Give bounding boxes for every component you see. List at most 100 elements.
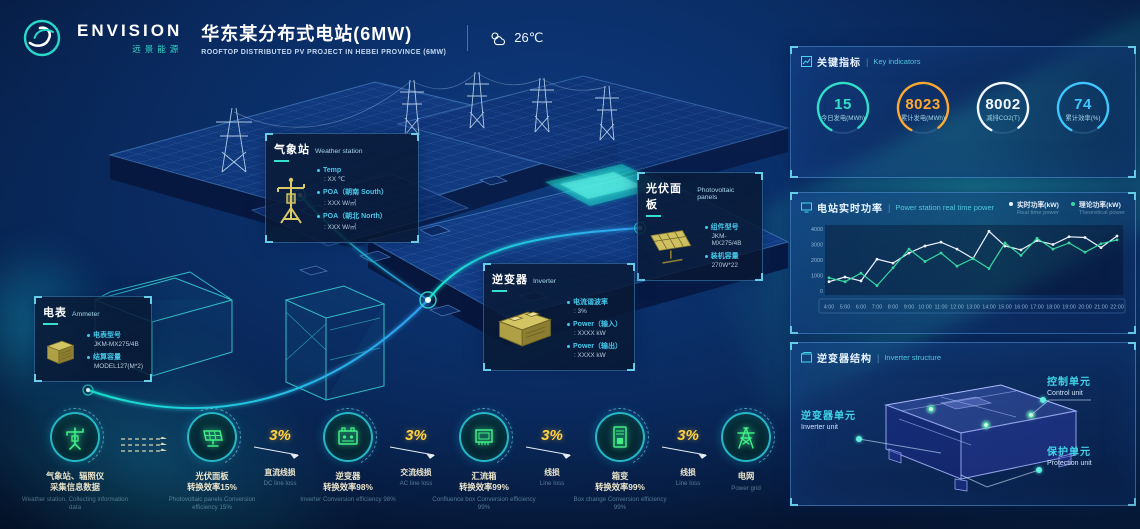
legend-theoretical-power[interactable]: 理论功率(kW) Theoretical power [1070,199,1125,216]
callout-inverter[interactable]: 逆变器 Inverter 电流谐波率 : 3% Power（输入） : XXXX… [483,263,635,371]
kpi-value: 8002 [985,96,1021,113]
legend-real-time-power[interactable]: 实时功率(kW) Real time power [1009,199,1059,216]
callout-weather-station[interactable]: 气象站 Weather station Temp : XX ℃ POA（朝南 S… [265,133,419,243]
flow-label-cn: 汇流箱 [471,471,497,481]
svg-text:15:00: 15:00 [998,305,1012,311]
flow-label-cn: 采集信息数据 [50,481,100,492]
flow-label-cn: 电网 [737,471,755,481]
svg-text:17:00: 17:00 [1030,305,1044,311]
svg-text:21:00: 21:00 [1094,305,1108,311]
svg-text:22:00: 22:00 [1110,305,1124,311]
realtime-power-panel: 电站实时功率 | Power station real time power 实… [790,192,1136,334]
list-item: 电表型号 JKM-MX275/4B [86,330,143,348]
callout-pv-panels[interactable]: 光伏面板 Photovoltaic panels 组件型号 JKM-MX275/… [637,172,763,281]
bullet-icon [704,254,708,258]
flow-label-cn: 转换效率15% [187,481,237,492]
flow-triple-arrow [120,412,172,512]
chart-icon [801,56,812,67]
flow-arrow-line-loss-2: 3% 线损 Line loss [660,412,716,512]
panel-title-cn: 关键指标 [817,58,861,69]
corner-bracket [411,133,419,141]
envision-logo-icon [23,19,61,57]
kpi-daily-generation: 15 今日发电(MWh) [810,79,876,137]
corner-bracket [483,263,491,271]
weather-station-3d-icon [277,177,305,224]
svg-text:12:00: 12:00 [950,305,964,311]
callout-title-en: Photovoltaic panels [697,187,735,201]
kpi-label: 减排CO2(T) [986,115,1020,122]
flow-label-cn: 气象站、辐照仪 [45,471,105,481]
list-item: Temp : XX ℃ [317,167,388,183]
flow-step-power-grid: 电网 Power grid [716,412,776,512]
corner-bracket [34,374,42,382]
callout-title-cn: 气象站 [274,144,310,156]
chart-legend: 实时功率(kW) Real time power 理论功率(kW) Theore… [1009,199,1125,216]
callout-ammeter[interactable]: 电表 Ammeter 电表型号 JKM-MX275/4B 结算容量 MODEL1… [34,296,152,382]
bullet-icon [86,355,90,359]
flow-label-en: Power grid [731,484,761,492]
flow-label-cn: 光伏面板 [195,471,229,481]
page-subtitle: ROOFTOP DISTRIBUTED PV PROJECT IN HEBEI … [201,49,447,56]
svg-text:11:00: 11:00 [934,305,947,311]
flow-label-cn: 转换效率99% [595,481,645,492]
flow-arrow-ac-loss: 3% 交流线损 AC line loss [388,412,444,512]
loss-label-cn: 直流线损 [264,468,296,477]
combiner-box-icon [475,429,493,445]
inverter-structure-panel: 逆变器结构 | Inverter structure [790,342,1136,506]
flow-step-pv-panels: 光伏面板 转换效率15% Photovoltaic panels Convers… [169,412,255,512]
flow-step-combiner-box: 汇流箱 转换效率99% Confluence box Conversion ef… [432,412,536,512]
loss-label-en: AC line loss [399,480,433,487]
loss-label-cn: 线损 [544,468,560,477]
list-item: 组件型号 JKM-MX275/4B [704,222,754,247]
kpi-ring [816,81,870,135]
brand-name-cn: 远景能源 [132,44,183,54]
pv-panel-icon [203,430,223,447]
separator: | [877,352,880,363]
corner-bracket [1128,326,1136,334]
kpi-total-efficiency: 74 累计效率(%) [1050,79,1116,137]
svg-text:8:00: 8:00 [888,305,899,311]
svg-text:10:00: 10:00 [918,305,932,311]
callout-title-en: Weather station [315,148,363,155]
panel-title-en: Key indicators [873,57,921,66]
kpi-total-generation: 8023 累计发电(MWh) [890,79,956,137]
panel-title-en: Inverter structure [884,353,942,362]
flow-circle [50,412,100,462]
brand-name: ENVISION [77,21,183,40]
callout-title-cn: 电表 [43,307,67,319]
arrow-icon [253,446,299,459]
header-divider [467,25,469,51]
callout-title-en: Inverter [533,278,557,285]
flow-step-box-transformer: 箱变 转换效率99% Box change Conversion efficie… [573,412,667,512]
loss-percent: 3% [269,427,291,444]
corner-bracket [34,296,42,304]
svg-text:0: 0 [820,289,823,295]
kpi-ring [896,81,950,135]
title-underline [43,323,58,325]
arrow-icon [525,446,571,459]
loss-label-en: Line loss [539,480,565,487]
box-icon [801,352,812,363]
kpi-value: 8023 [905,96,941,113]
bullet-icon [567,322,570,326]
corner-bracket [790,170,798,178]
kpi-co2-reduction: 8002 减排CO2(T) [970,79,1036,137]
bullet-icon [317,169,320,172]
svg-text:20:00: 20:00 [1078,305,1092,311]
triple-arrow-icon [121,436,167,452]
panel-title-cn: 电站实时功率 [817,204,883,215]
list-item: 电流谐波率 : 3% [567,297,622,315]
flow-step-inverter: 逆变器 转换效率98% Inverter Conversion efficien… [300,412,396,512]
loss-percent: 3% [541,427,563,444]
svg-text:13:00: 13:00 [966,305,980,311]
flow-circle [595,412,645,462]
loss-label-cn: 线损 [680,468,696,477]
loss-percent: 3% [405,427,427,444]
bullet-icon [317,190,320,194]
list-item: POA（朝北 North） : XXX W/㎡ [317,211,388,231]
panel-title-en: Power station real time power [895,203,995,212]
svg-text:14:00: 14:00 [982,305,996,311]
bullet-icon [317,214,320,218]
svg-text:3000: 3000 [811,243,823,249]
ammeter-3d-icon [46,340,75,365]
